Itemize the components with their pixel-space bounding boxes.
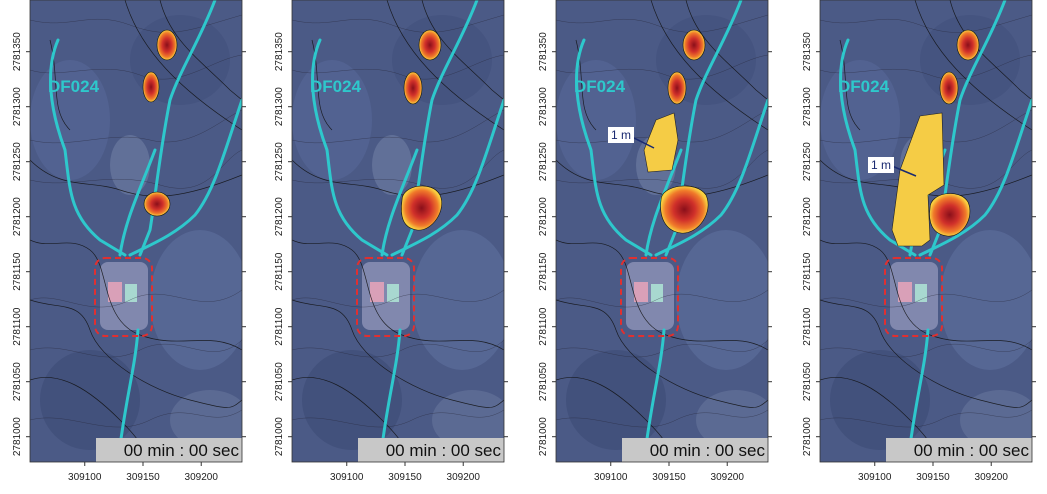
- x-tick-label: 309150: [388, 472, 422, 483]
- timer-box: [96, 438, 242, 462]
- y-tick-label: 2781050: [12, 362, 23, 401]
- timer-box: [886, 438, 1032, 462]
- flow-hotspot: [939, 71, 959, 105]
- y-tick-label: 2781200: [538, 197, 549, 236]
- timer: 00 min : 00 sec: [124, 441, 240, 460]
- y-tick-label: 2781100: [538, 307, 549, 346]
- timer: 00 min : 00 sec: [386, 441, 502, 460]
- deposit-label: 1 m: [871, 158, 891, 172]
- label-box: [608, 127, 634, 143]
- x-tick-label: 309200: [185, 472, 219, 483]
- y-tick-label: 2781100: [802, 307, 813, 346]
- y-tick-label: 2781150: [274, 252, 285, 291]
- x-tick-label: 309150: [126, 472, 160, 483]
- deposit: [891, 112, 945, 247]
- label-box: [868, 157, 894, 173]
- timer-box: [622, 438, 768, 462]
- timer-box: [358, 438, 504, 462]
- y-tick-label: 2781150: [538, 252, 549, 291]
- channel-label: DF024: [838, 77, 890, 96]
- x-tick-label: 309100: [330, 472, 364, 483]
- y-tick-label: 2781000: [538, 417, 549, 456]
- y-tick-label: 2781350: [538, 32, 549, 71]
- y-tick-label: 2781150: [802, 252, 813, 291]
- y-tick-label: 2781100: [12, 307, 23, 346]
- y-tick-label: 2781000: [12, 417, 23, 456]
- deposit: [643, 112, 679, 173]
- map-frame: [291, 0, 505, 463]
- map-panel: DF024 00 min : 00 sec 309100 309150 309200…: [274, 0, 512, 483]
- map-frame: [819, 0, 1033, 463]
- y-tick-label: 2781250: [12, 142, 23, 181]
- map-panel: 1 m DF024 00 min : 00 sec 309100 309150 30…: [802, 0, 1040, 483]
- x-tick-label: 309100: [594, 472, 628, 483]
- y-tick-label: 2781350: [12, 32, 23, 71]
- y-tick-label: 2781200: [274, 197, 285, 236]
- flow-hotspot: [403, 71, 423, 105]
- y-tick-label: 2781300: [802, 87, 813, 126]
- map-frame: [555, 0, 769, 463]
- map-panel: DF024 00 min : 00 sec 309100 309150 309200…: [12, 0, 250, 483]
- leader-line: [891, 165, 917, 177]
- flow-hotspot: [401, 185, 442, 231]
- map-panel: 1 m DF024 00 min : 00 sec 309100 309150 30…: [538, 0, 776, 483]
- flow-hotspot: [682, 29, 706, 61]
- flow-hotspot: [143, 191, 171, 217]
- deposit-label: 1 m: [611, 128, 631, 142]
- y-tick-label: 2781050: [538, 362, 549, 401]
- y-tick-label: 2781050: [274, 362, 285, 401]
- flow-hotspot: [156, 29, 178, 61]
- y-tick-label: 2781050: [802, 362, 813, 401]
- x-tick-label: 309150: [916, 472, 950, 483]
- x-tick-label: 309100: [858, 472, 892, 483]
- y-tick-label: 2781300: [538, 87, 549, 126]
- y-tick-label: 2781300: [12, 87, 23, 126]
- y-tick-label: 2781100: [274, 307, 285, 346]
- y-tick-label: 2781350: [802, 32, 813, 71]
- flow-hotspot: [418, 29, 442, 61]
- flow-hotspot: [142, 71, 160, 103]
- y-tick-label: 2781150: [12, 252, 23, 291]
- x-tick-label: 309200: [711, 472, 745, 483]
- x-tick-label: 309150: [652, 472, 686, 483]
- x-tick-label: 309200: [447, 472, 481, 483]
- timer: 00 min : 00 sec: [650, 441, 766, 460]
- x-tick-label: 309100: [68, 472, 102, 483]
- y-tick-label: 2781000: [802, 417, 813, 456]
- channel-label: DF024: [574, 77, 626, 96]
- flow-hotspot: [929, 193, 971, 237]
- channel-label: DF024: [48, 77, 100, 96]
- y-tick-label: 2781000: [274, 417, 285, 456]
- x-tick-label: 309200: [975, 472, 1009, 483]
- y-tick-label: 2781250: [802, 142, 813, 181]
- y-tick-label: 2781250: [274, 142, 285, 181]
- channel-label: DF024: [310, 77, 362, 96]
- flow-hotspot: [956, 29, 980, 61]
- flow-hotspot: [667, 71, 687, 105]
- flow-hotspot: [660, 185, 709, 234]
- y-tick-label: 2781350: [274, 32, 285, 71]
- y-tick-label: 2781250: [538, 142, 549, 181]
- timer: 00 min : 00 sec: [914, 441, 1030, 460]
- map-frame: [29, 0, 243, 463]
- y-tick-label: 2781200: [12, 197, 23, 236]
- y-tick-label: 2781200: [802, 197, 813, 236]
- y-tick-label: 2781300: [274, 87, 285, 126]
